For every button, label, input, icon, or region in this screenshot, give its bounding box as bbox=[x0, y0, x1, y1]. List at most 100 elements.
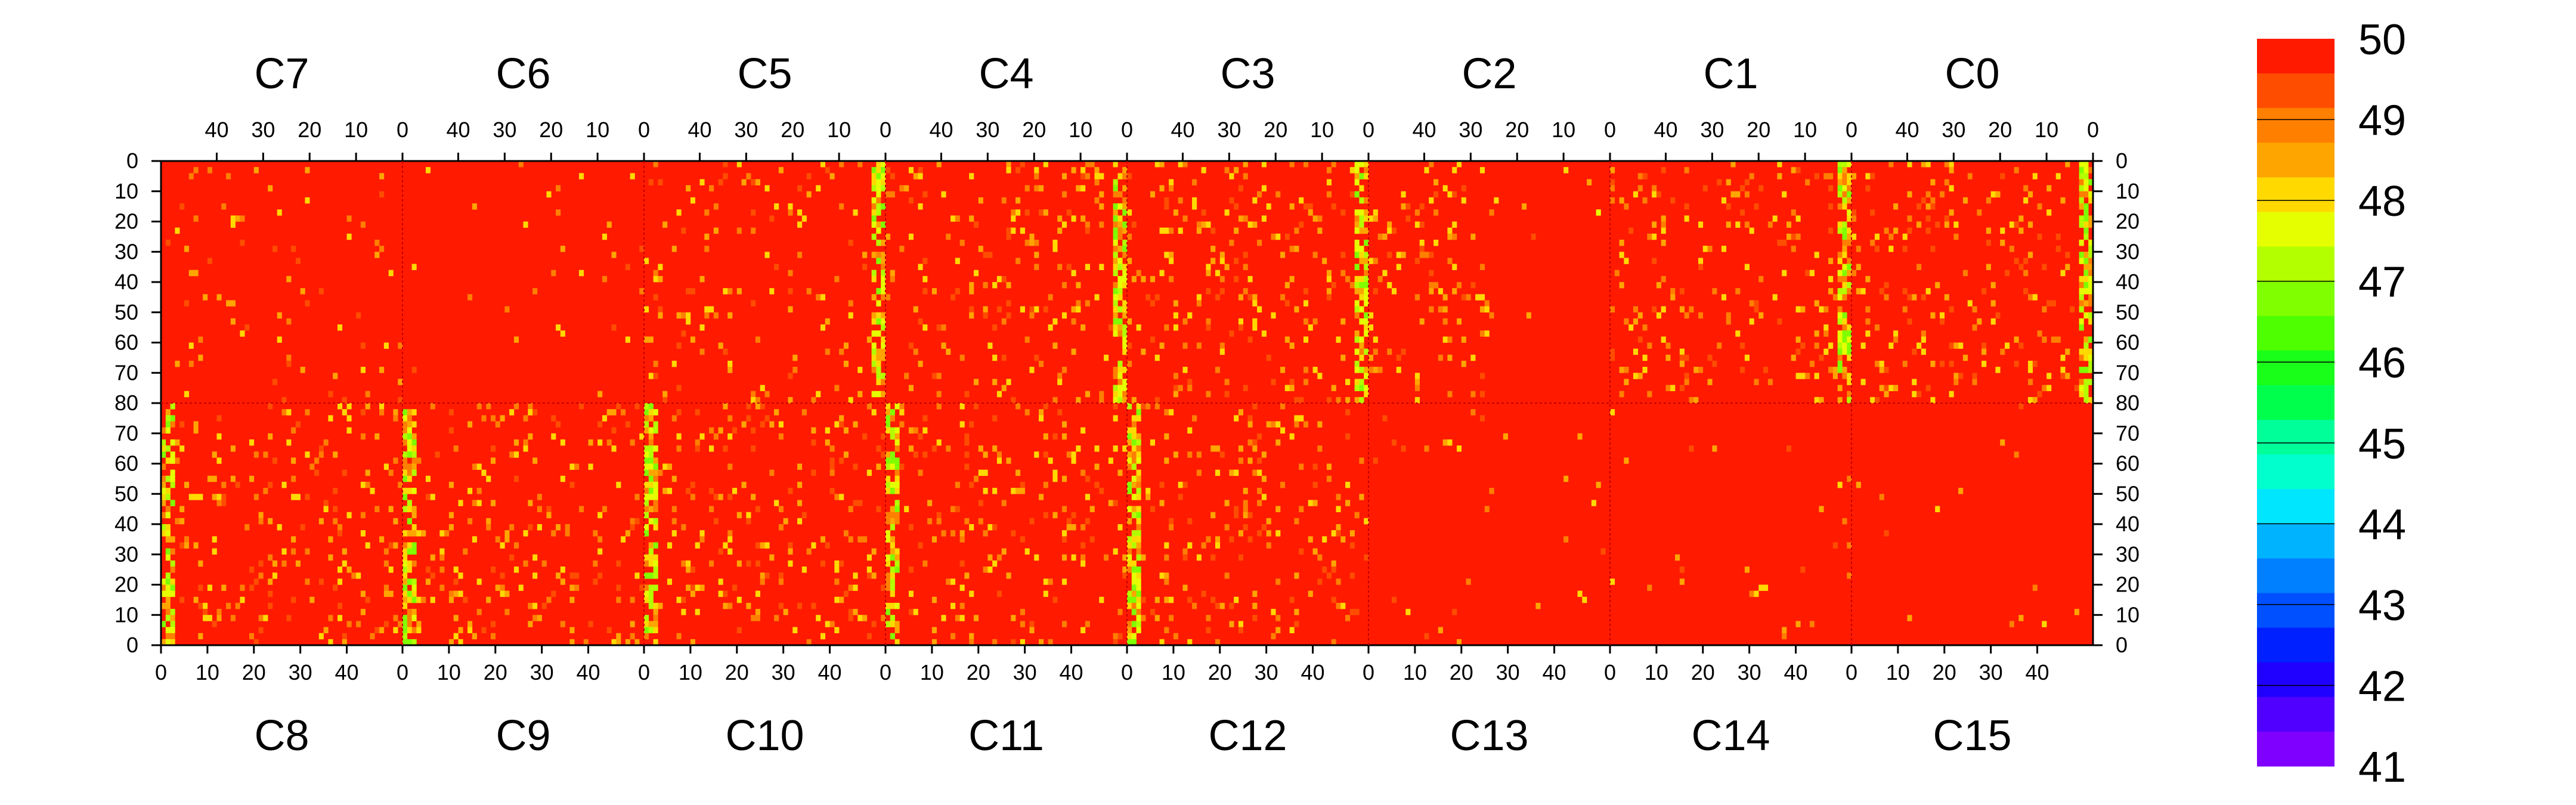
palette-swatch bbox=[2257, 662, 2334, 698]
bottom-x-tick-label: 10 bbox=[1162, 660, 1185, 685]
top-x-tick-label: 10 bbox=[344, 117, 368, 142]
bottom-x-tick-label: 10 bbox=[437, 660, 461, 685]
chip-labels: C7 C6 C5 C4 C3 C2 C1 C0 C8 C9 C10 C11 C12 C13 C14 C15 bbox=[254, 50, 2011, 760]
right-y-tick-label: 50 bbox=[2116, 300, 2140, 324]
top-x-tick-label: 0 bbox=[1363, 117, 1374, 142]
palette-label: 44 bbox=[2358, 501, 2406, 549]
left-y-tick-label: 30 bbox=[114, 239, 138, 264]
bottom-x-tick-label: 30 bbox=[530, 660, 554, 685]
bottom-x-tick-label: 20 bbox=[484, 660, 507, 685]
bottom-x-tick-label: 10 bbox=[679, 660, 702, 685]
bottom-x-tick-label: 20 bbox=[242, 660, 266, 685]
bottom-x-tick-label: 20 bbox=[1208, 660, 1232, 685]
bottom-x-tick-label: 30 bbox=[1496, 660, 1520, 685]
top-x-tick-label: 10 bbox=[1069, 117, 1092, 142]
top-x-tick-label: 40 bbox=[688, 117, 711, 142]
left-y-tick-label: 50 bbox=[114, 481, 138, 506]
palette-swatch bbox=[2257, 454, 2334, 490]
palette-label: 41 bbox=[2358, 744, 2406, 791]
chip-label-bottom: C12 bbox=[1208, 712, 1287, 760]
right-y-tick-label: 80 bbox=[2116, 391, 2140, 415]
top-x-tick-label: 10 bbox=[1793, 117, 1817, 142]
bottom-x-tick-label: 40 bbox=[1301, 660, 1325, 685]
bottom-x-tick-label: 0 bbox=[1604, 660, 1616, 685]
palette-swatch bbox=[2257, 39, 2334, 74]
left-y-tick-label: 0 bbox=[126, 633, 138, 657]
bottom-x-tick-label: 20 bbox=[1691, 660, 1715, 685]
bottom-x-tick-label: 20 bbox=[1933, 660, 1956, 685]
bottom-x-tick-label: 0 bbox=[1121, 660, 1133, 685]
chip-cells-c11 bbox=[886, 403, 1128, 646]
top-x-tick-label: 40 bbox=[205, 117, 228, 142]
bottom-x-tick-label: 10 bbox=[1886, 660, 1910, 685]
top-x-tick-label: 20 bbox=[1505, 117, 1529, 142]
palette-swatch bbox=[2257, 108, 2334, 143]
chip-cells-c10 bbox=[644, 403, 886, 646]
axis-ticks: 40 30 20 10 0 0 10 20 30 40 40 30 20 10 0 0 10 20 30 40 40 30… bbox=[114, 117, 2140, 685]
left-y-tick-label: 40 bbox=[114, 512, 138, 536]
top-x-tick-label: 0 bbox=[880, 117, 891, 142]
right-y-tick-label: 50 bbox=[2116, 481, 2140, 506]
chip-label-top: C6 bbox=[496, 50, 550, 98]
top-x-tick-label: 20 bbox=[1022, 117, 1046, 142]
top-x-tick-label: 0 bbox=[2087, 117, 2099, 142]
top-x-tick-label: 30 bbox=[734, 117, 758, 142]
right-y-tick-label: 20 bbox=[2116, 572, 2140, 597]
top-x-tick-label: 10 bbox=[1310, 117, 1334, 142]
bottom-x-tick-label: 0 bbox=[1846, 660, 1857, 685]
top-x-tick-label: 40 bbox=[446, 117, 470, 142]
palette-label: 48 bbox=[2358, 178, 2406, 225]
top-x-tick-label: 0 bbox=[397, 117, 408, 142]
chip-label-top: C4 bbox=[979, 50, 1033, 98]
bottom-x-tick-label: 0 bbox=[397, 660, 408, 685]
chip-cells-c4 bbox=[886, 161, 1128, 404]
bottom-x-tick-label: 20 bbox=[1450, 660, 1473, 685]
bottom-x-tick-label: 40 bbox=[1060, 660, 1083, 685]
left-y-tick-label: 60 bbox=[114, 330, 138, 355]
left-y-tick-label: 40 bbox=[114, 270, 138, 294]
chip-label-top: C3 bbox=[1220, 50, 1275, 98]
right-y-tick-label: 60 bbox=[2116, 451, 2140, 476]
right-y-tick-label: 70 bbox=[2116, 360, 2140, 385]
chip-cells-c9 bbox=[402, 403, 645, 646]
top-x-tick-label: 0 bbox=[1121, 117, 1133, 142]
top-x-tick-label: 20 bbox=[539, 117, 563, 142]
left-y-tick-label: 70 bbox=[114, 360, 138, 385]
palette-label: 43 bbox=[2358, 582, 2406, 630]
right-y-tick-label: 10 bbox=[2116, 602, 2140, 627]
top-x-tick-label: 30 bbox=[493, 117, 516, 142]
left-y-tick-label: 50 bbox=[114, 300, 138, 324]
bottom-x-tick-label: 10 bbox=[1403, 660, 1427, 685]
palette-swatch bbox=[2257, 593, 2334, 628]
top-x-tick-label: 40 bbox=[929, 117, 953, 142]
right-y-tick-label: 60 bbox=[2116, 330, 2140, 355]
left-y-tick-label: 70 bbox=[114, 421, 138, 445]
top-x-tick-label: 40 bbox=[1412, 117, 1436, 142]
bottom-x-tick-label: 40 bbox=[1784, 660, 1808, 685]
bottom-x-tick-label: 40 bbox=[577, 660, 600, 685]
top-x-tick-label: 10 bbox=[827, 117, 851, 142]
chip-label-top: C5 bbox=[737, 50, 792, 98]
chip-cells-c13 bbox=[1373, 409, 1606, 646]
bottom-x-tick-label: 40 bbox=[818, 660, 842, 685]
chip-cells-c3 bbox=[1127, 161, 1369, 404]
chip-cells-c0 bbox=[1852, 161, 2094, 404]
top-x-tick-label: 30 bbox=[1459, 117, 1482, 142]
palette-swatch bbox=[2257, 524, 2334, 559]
bottom-x-tick-label: 20 bbox=[967, 660, 990, 685]
color-palette: 50 49 48 47 46 45 44 43 42 41 bbox=[2257, 16, 2406, 791]
top-x-tick-label: 10 bbox=[586, 117, 609, 142]
bottom-x-tick-label: 30 bbox=[772, 660, 795, 685]
top-x-tick-label: 20 bbox=[1988, 117, 2012, 142]
bottom-x-tick-label: 30 bbox=[1013, 660, 1037, 685]
chip-label-top: C1 bbox=[1703, 50, 1758, 98]
left-y-tick-label: 20 bbox=[114, 209, 138, 234]
top-x-tick-label: 20 bbox=[781, 117, 804, 142]
palette-swatch bbox=[2257, 281, 2334, 317]
top-x-tick-label: 20 bbox=[1264, 117, 1287, 142]
bottom-x-tick-label: 20 bbox=[725, 660, 749, 685]
bottom-x-tick-label: 40 bbox=[1543, 660, 1566, 685]
top-x-tick-label: 30 bbox=[976, 117, 999, 142]
palette-swatch bbox=[2257, 731, 2334, 767]
left-y-tick-label: 10 bbox=[114, 602, 138, 627]
